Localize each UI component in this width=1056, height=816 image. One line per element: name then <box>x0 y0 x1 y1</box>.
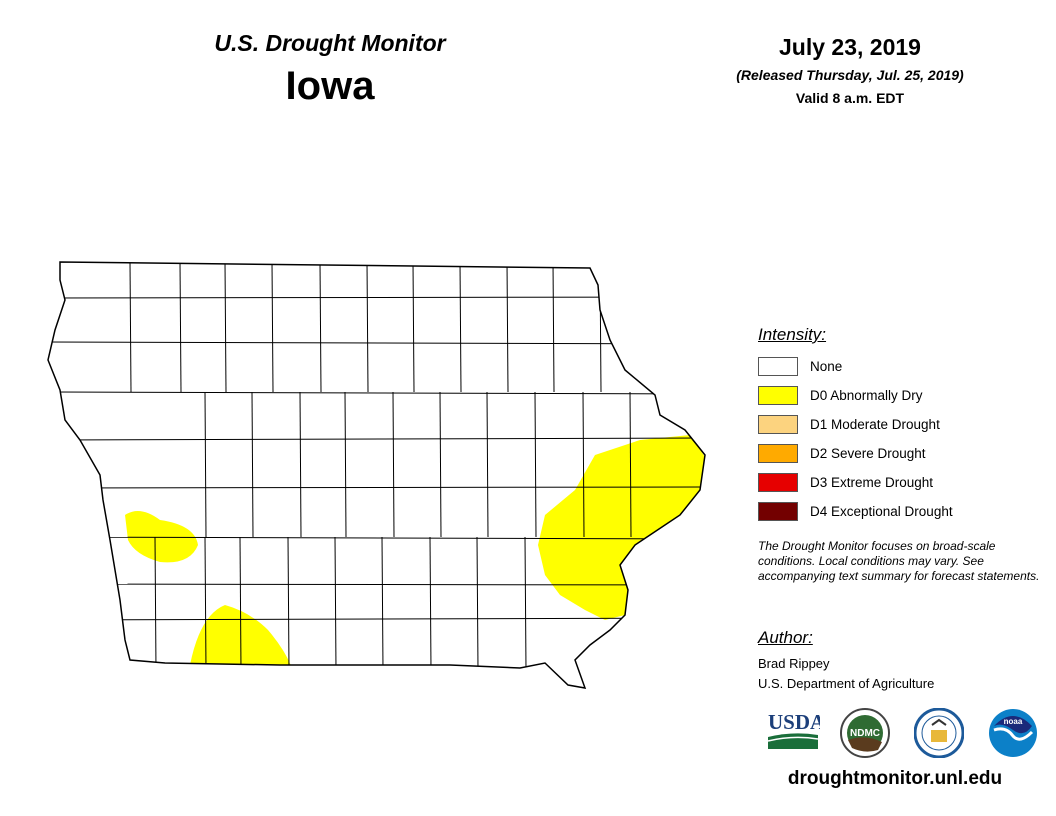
doc-logo <box>914 708 964 758</box>
d0-area-southwest <box>125 511 198 563</box>
county-boundary <box>412 262 415 393</box>
legend-label: D4 Exceptional Drought <box>810 503 953 519</box>
legend-item: D0 Abnormally Dry <box>758 384 923 406</box>
legend-title: Intensity: <box>758 325 827 344</box>
county-boundary <box>344 391 347 538</box>
author-name: Brad Rippey <box>758 656 830 671</box>
county-boundary <box>48 341 705 345</box>
legend-label: D1 Moderate Drought <box>810 416 940 432</box>
ndmc-logo: NDMC <box>840 708 890 758</box>
author-org: U.S. Department of Agriculture <box>758 676 935 691</box>
svg-text:NDMC: NDMC <box>850 728 880 739</box>
legend-swatch <box>758 443 798 463</box>
legend-label: D0 Abnormally Dry <box>810 387 923 403</box>
county-boundary <box>429 536 432 671</box>
county-boundary <box>287 536 290 671</box>
release-date: (Released Thursday, Jul. 25, 2019) <box>736 67 964 83</box>
county-boundary <box>366 262 369 393</box>
county-boundary <box>48 391 705 395</box>
legend-swatch <box>758 356 798 376</box>
county-boundary <box>48 536 705 540</box>
county-boundary <box>48 583 705 586</box>
county-boundary <box>48 437 705 441</box>
website-url[interactable]: droughtmonitor.unl.edu <box>787 768 1003 789</box>
county-boundary <box>48 486 705 489</box>
legend-label: D2 Severe Drought <box>810 445 926 461</box>
author-title: Author: <box>758 628 813 647</box>
county-boundary <box>299 391 302 538</box>
county-boundary <box>48 617 705 621</box>
county-boundary <box>334 536 337 671</box>
county-boundary <box>129 262 132 393</box>
legend-item: None <box>758 355 842 377</box>
county-boundary <box>599 262 602 393</box>
legend-item: D1 Moderate Drought <box>758 413 940 435</box>
county-boundary <box>204 391 207 538</box>
disclaimer-note: The Drought Monitor focuses on broad-sca… <box>758 539 1040 583</box>
legend-label: None <box>810 358 843 374</box>
county-boundary <box>251 391 254 538</box>
noaa-logo: noaa <box>989 709 1037 757</box>
county-boundary <box>271 262 274 393</box>
valid-time: Valid 8 a.m. EDT <box>795 90 905 106</box>
map-date: July 23, 2019 <box>779 34 921 60</box>
county-boundary <box>179 262 182 393</box>
county-boundary <box>629 391 632 538</box>
county-boundary <box>476 536 479 671</box>
svg-text:USDA: USDA <box>768 710 820 734</box>
legend-item: D3 Extreme Drought <box>758 471 933 493</box>
state-name: Iowa <box>285 64 375 108</box>
county-boundary <box>381 536 384 671</box>
county-boundary <box>582 391 585 538</box>
county-boundary <box>154 536 157 671</box>
map-title: U.S. Drought Monitor <box>214 30 446 56</box>
county-boundary <box>204 536 207 671</box>
usda-logo: USDA <box>767 710 820 749</box>
svg-text:noaa: noaa <box>1004 717 1023 726</box>
legend-label: D3 Extreme Drought <box>810 474 934 490</box>
county-boundary <box>524 536 527 671</box>
county-boundary <box>459 262 462 393</box>
d0-area-east <box>538 435 705 620</box>
county-boundary <box>439 391 442 538</box>
county-boundary <box>319 262 322 393</box>
county-boundary <box>239 536 242 671</box>
legend-item: D4 Exceptional Drought <box>758 500 953 522</box>
county-boundary <box>534 391 537 538</box>
legend-item: D2 Severe Drought <box>758 442 926 464</box>
county-boundary <box>48 296 705 299</box>
iowa-map <box>47 261 706 689</box>
county-boundary <box>486 391 489 538</box>
legend-swatch <box>758 414 798 434</box>
legend-swatch <box>758 472 798 492</box>
legend-swatch <box>758 385 798 405</box>
county-boundary <box>392 391 395 538</box>
county-boundary <box>552 262 555 393</box>
county-boundary <box>506 262 509 393</box>
legend-swatch <box>758 501 798 521</box>
county-boundary <box>224 262 227 393</box>
